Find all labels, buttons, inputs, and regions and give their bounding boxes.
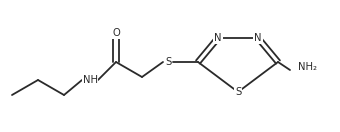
Text: N: N: [254, 33, 262, 43]
Text: O: O: [112, 28, 120, 38]
Text: NH₂: NH₂: [298, 62, 317, 72]
Text: S: S: [235, 87, 241, 97]
Text: S: S: [165, 57, 171, 67]
Text: NH: NH: [83, 75, 98, 85]
Text: N: N: [214, 33, 222, 43]
